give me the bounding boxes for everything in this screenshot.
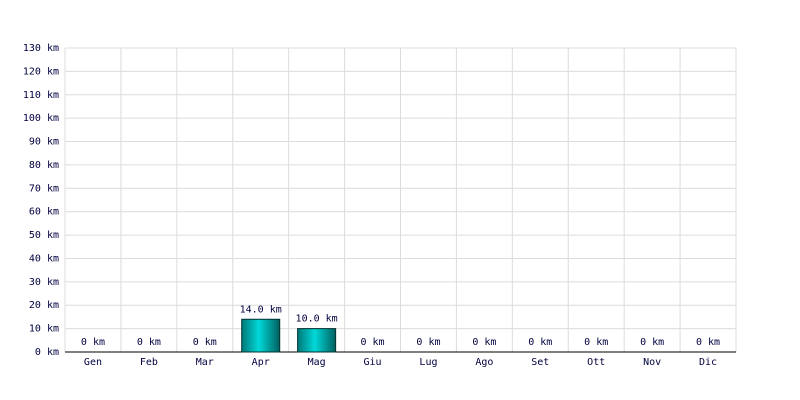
y-tick-label: 90 km [29, 137, 59, 148]
value-label: 0 km [416, 337, 440, 348]
value-label: 0 km [81, 337, 105, 348]
x-tick-label: Ott [587, 357, 605, 368]
value-label: 0 km [528, 337, 552, 348]
x-tick-label: Apr [252, 357, 270, 368]
x-tick-label: Lug [419, 357, 437, 368]
value-label: 0 km [640, 337, 664, 348]
y-tick-label: 110 km [23, 90, 59, 101]
y-tick-label: 130 km [23, 43, 59, 54]
value-label: 10.0 km [296, 314, 338, 325]
value-label: 14.0 km [240, 304, 282, 315]
y-tick-label: 80 km [29, 160, 59, 171]
bar [297, 328, 337, 353]
value-label: 0 km [472, 337, 496, 348]
y-tick-label: 20 km [29, 300, 59, 311]
x-tick-label: Giu [364, 357, 382, 368]
value-label: 0 km [584, 337, 608, 348]
value-label: 0 km [696, 337, 720, 348]
bar [241, 318, 281, 353]
value-label: 0 km [360, 337, 384, 348]
y-tick-label: 60 km [29, 207, 59, 218]
x-tick-label: Dic [699, 357, 717, 368]
x-tick-label: Mar [196, 357, 214, 368]
y-tick-label: 100 km [23, 113, 59, 124]
y-tick-label: 0 km [35, 347, 59, 358]
y-tick-label: 120 km [23, 66, 59, 77]
y-tick-label: 40 km [29, 253, 59, 264]
y-tick-label: 10 km [29, 324, 59, 335]
x-tick-label: Gen [84, 357, 102, 368]
y-tick-label: 70 km [29, 183, 59, 194]
x-tick-label: Feb [140, 357, 158, 368]
y-tick-label: 50 km [29, 230, 59, 241]
value-label: 0 km [193, 337, 217, 348]
x-tick-label: Ago [475, 357, 493, 368]
x-tick-label: Set [531, 357, 549, 368]
x-tick-label: Mag [308, 357, 326, 368]
x-tick-label: Nov [643, 357, 661, 368]
y-tick-label: 30 km [29, 277, 59, 288]
value-label: 0 km [137, 337, 161, 348]
